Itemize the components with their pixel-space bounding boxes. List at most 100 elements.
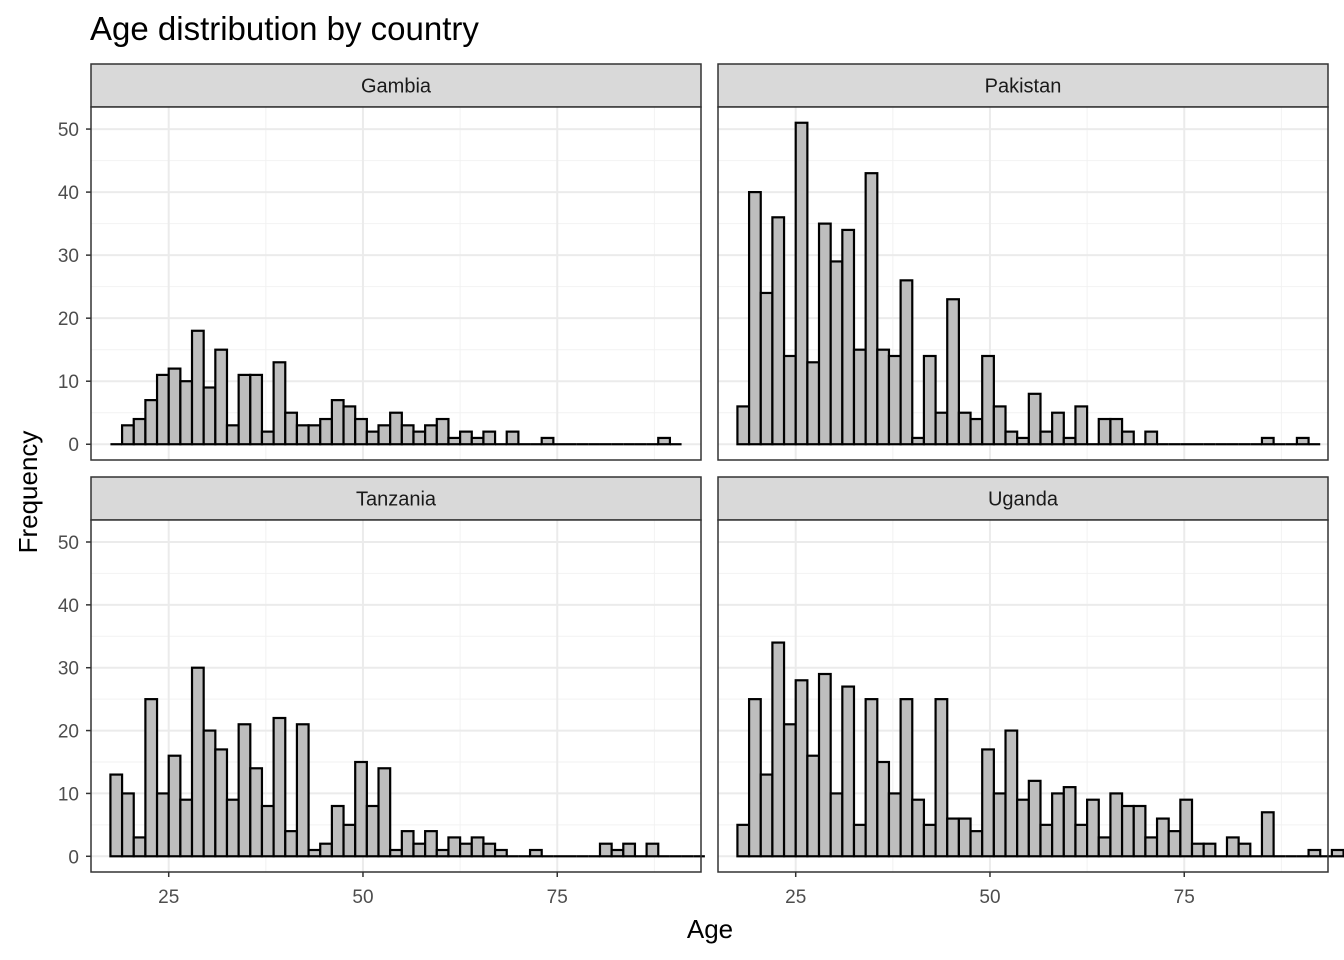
y-axis-title: Frequency [13,431,43,554]
histogram-bar [1062,786,1077,858]
histogram-bar [377,767,392,858]
histogram-bar [1062,436,1077,446]
histogram-bar [782,723,797,858]
histogram-bar [1120,804,1135,858]
histogram-bar [365,804,380,858]
x-tick-label: 75 [1174,887,1195,908]
y-tick-label: 30 [58,246,79,267]
histogram-bar [736,823,751,858]
histogram-bar [190,666,205,858]
histogram-bar [412,430,427,446]
histogram-bar [354,417,368,446]
histogram-bar [1109,417,1124,446]
histogram-bar [992,792,1007,858]
histogram-bar [330,804,345,858]
x-axis: 25 50 75 [785,872,1195,908]
histogram-bars [110,329,682,446]
facet-strip-label: Uganda [988,489,1059,511]
x-axis-title: Age [687,914,733,944]
histogram-bar [1132,804,1147,858]
histogram-bar [946,298,960,446]
histogram-bar [249,767,264,858]
x-tick-label: 25 [158,887,179,908]
histogram-bar [1109,792,1124,858]
histogram-bar [354,760,368,858]
histogram-bar [284,830,299,858]
histogram-bar [424,830,438,858]
histogram-bar [598,842,613,858]
facet-strip [90,476,702,521]
histogram-bar [1330,848,1344,858]
histogram-bar [1027,779,1042,858]
histogram-bar [132,836,147,858]
histogram-bar [272,716,287,858]
histogram-bar [899,698,914,858]
histogram-bar [759,773,774,858]
facet-strip [717,476,1329,521]
histogram-bar [459,430,473,446]
histogram-bar [771,641,786,858]
histogram-bar [482,430,497,446]
histogram-bar [817,672,832,858]
histogram-bar [155,792,170,858]
histogram-bar [981,354,995,446]
histogram-bar [759,291,774,446]
histogram-bar [435,848,450,858]
histogram-bar [806,361,821,446]
histogram-bars [736,121,1321,446]
y-tick-label: 0 [68,435,79,456]
histogram-bar [459,842,473,858]
histogram-bar [1155,817,1170,858]
histogram-bar [911,436,926,446]
histogram-bar [1074,823,1089,858]
histogram-bars [736,641,1344,858]
histogram-bar [829,792,844,858]
histogram-bar [400,424,415,446]
histogram-bar [1027,392,1042,446]
histogram-bar [1051,411,1065,446]
histogram-bar [992,405,1007,446]
histogram-bar [864,172,879,446]
histogram-bar [237,373,252,446]
y-tick-label: 50 [58,533,79,554]
histogram-bar [1179,798,1194,858]
facet-gambia: Gambia 0 10 20 30 40 50 [58,63,702,461]
histogram-bar [794,679,809,858]
histogram-bar [237,723,252,858]
histogram-bar [528,848,543,858]
histogram-bar [736,405,751,446]
histogram-bar [1120,430,1135,446]
histogram-bar [447,436,462,446]
histogram-bar [1237,842,1252,858]
facet-strip [90,63,702,108]
histogram-bar [424,424,438,446]
histogram-bar [144,698,159,858]
histogram-bar [377,424,392,446]
histogram-bar [132,417,147,446]
histogram-bar [202,729,217,858]
histogram-bar [841,685,856,858]
histogram-bar [1307,848,1322,858]
histogram-bar [202,386,217,446]
histogram-bar [1144,836,1159,858]
histogram-bar [167,754,182,858]
histogram-bar [179,798,194,858]
histogram-bar [225,424,240,446]
histogram-bar [969,830,984,858]
histogram-bar [272,361,287,446]
histogram-bar [782,354,797,446]
histogram-bar [190,329,205,446]
histogram-bar [864,698,879,858]
y-tick-label: 10 [58,372,79,393]
histogram-bar [120,424,135,446]
histogram-bar [1190,842,1205,858]
histogram-bar [747,698,762,858]
histogram-bar [852,823,867,858]
histogram-bar [1225,836,1240,858]
histogram-bar [1202,842,1217,858]
facet-panels: Gambia 0 10 20 30 40 50 Pakistan Tanzania 0 10 20 30… [58,63,1344,908]
histogram-bar [435,417,450,446]
panel-border [717,519,1329,873]
histogram-bar [899,279,914,446]
